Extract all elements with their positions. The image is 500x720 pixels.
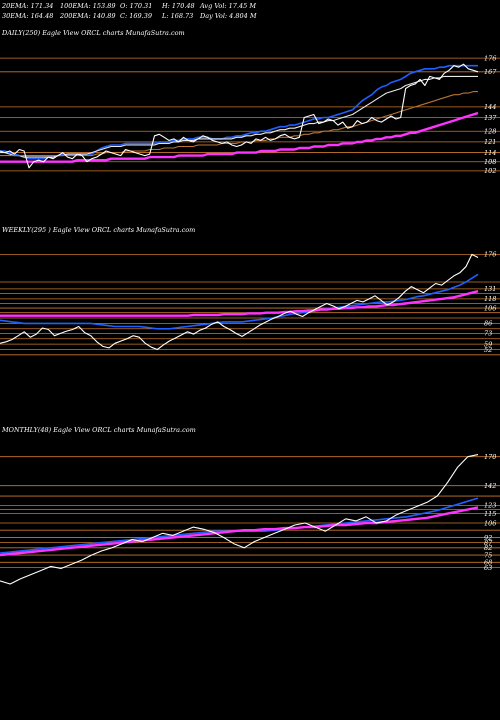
header-ema30: 30EMA: 164.48: [2, 12, 54, 20]
monthly-ema_short-line: [0, 497, 479, 554]
monthly-tick-label: 106: [484, 519, 496, 527]
daily-tick-label: 176: [484, 54, 496, 62]
daily-ema20-line: [0, 64, 478, 160]
weekly-ema_short-line: [0, 273, 479, 330]
weekly-chart-title: WEEKLY(295 ) Eagle View ORCL charts Muna…: [2, 226, 196, 234]
daily-tick-label: 167: [484, 68, 497, 76]
daily-tick-label: 102: [484, 167, 496, 175]
monthly-tick-label: 87: [484, 539, 493, 547]
monthly-ema_long-line: [0, 506, 479, 557]
weekly-tick-label: 59: [484, 340, 492, 348]
monthly-tick-label: 170: [484, 453, 496, 461]
header-low: L: 168.73: [162, 12, 194, 20]
weekly-tick-label: 131: [484, 285, 496, 293]
monthly-tick-label: 82: [484, 544, 492, 552]
monthly-tick-label: 142: [484, 482, 496, 490]
daily-price-line: [0, 63, 479, 169]
daily-tick-label: 121: [484, 138, 496, 146]
weekly-tick-label: 118: [484, 295, 496, 303]
monthly-tick-label: 63: [484, 564, 492, 572]
monthly-chart-title: MONTHLY(48) Eagle View ORCL charts Munaf…: [2, 426, 196, 434]
weekly-tick-label: 86: [484, 320, 492, 328]
daily-tick-label: 144: [484, 103, 496, 111]
daily-tick-label: 114: [484, 149, 496, 157]
daily-ema200-line: [0, 111, 479, 163]
daily-ema100-line: [0, 91, 478, 157]
monthly-tick-label: 92: [484, 534, 492, 542]
header-dayvol: Day Vol: 4.804 M: [200, 12, 257, 20]
monthly-tick-label: 115: [484, 510, 496, 518]
header-high: H: 170.48: [162, 2, 195, 10]
header-ema200: 200EMA: 140.89: [60, 12, 116, 20]
header-open: O: 170.31: [120, 2, 153, 10]
header-close: C: 169.39: [120, 12, 152, 20]
daily-tick-label: 128: [484, 128, 496, 136]
header-ema100: 100EMA: 153.89: [60, 2, 116, 10]
weekly-tick-label: 176: [484, 251, 496, 259]
weekly-ema_long-line: [0, 290, 479, 317]
monthly-tick-label: 68: [484, 559, 492, 567]
daily-chart-title: DAILY(250) Eagle View ORCL charts Munafa…: [2, 29, 185, 37]
monthly-tick-label: 75: [484, 551, 492, 559]
header-avgvol: Avg Vol: 17.45 M: [200, 2, 257, 10]
daily-tick-label: 108: [484, 158, 496, 166]
weekly-tick-label: 106: [484, 304, 496, 312]
monthly-price-line: [0, 454, 479, 585]
header-ema20: 20EMA: 171.34: [2, 2, 54, 10]
daily-tick-label: 137: [484, 114, 497, 122]
daily-ema30-line: [0, 75, 478, 158]
weekly-price-line: [0, 253, 479, 351]
weekly-tick-label: 52: [484, 346, 492, 354]
weekly-tick-label: 73: [484, 330, 492, 338]
monthly-tick-label: 123: [484, 502, 496, 510]
